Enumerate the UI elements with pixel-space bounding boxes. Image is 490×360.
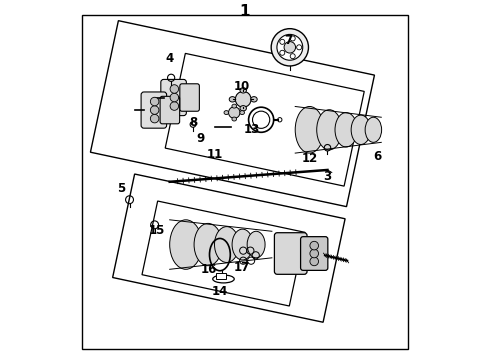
Text: 11: 11 [206,148,222,161]
FancyBboxPatch shape [274,233,307,274]
Text: 4: 4 [166,51,174,64]
Circle shape [170,85,179,93]
Circle shape [310,241,318,250]
Ellipse shape [232,104,237,108]
Text: 17: 17 [233,261,249,274]
Circle shape [252,111,270,129]
Ellipse shape [335,113,357,147]
FancyBboxPatch shape [161,80,186,116]
Text: 9: 9 [196,132,204,145]
Circle shape [150,114,159,123]
Ellipse shape [317,110,342,150]
Circle shape [280,39,285,44]
Ellipse shape [365,117,382,142]
Ellipse shape [232,117,237,121]
Text: 6: 6 [373,150,382,163]
Circle shape [310,257,318,266]
Text: 12: 12 [301,152,318,165]
Bar [216,273,226,279]
FancyBboxPatch shape [180,84,199,111]
Circle shape [271,29,309,66]
Ellipse shape [251,96,257,102]
Text: 1: 1 [240,4,250,19]
Ellipse shape [194,224,222,266]
Ellipse shape [229,96,236,102]
Circle shape [170,93,179,102]
Ellipse shape [295,107,324,153]
Text: 13: 13 [244,123,260,136]
Ellipse shape [240,111,245,114]
Text: 3: 3 [323,170,332,183]
FancyBboxPatch shape [141,92,167,128]
Text: 8: 8 [189,116,197,129]
Text: 14: 14 [212,285,228,298]
Ellipse shape [232,229,253,260]
Ellipse shape [351,115,370,144]
Circle shape [290,36,295,41]
FancyBboxPatch shape [300,237,328,270]
Circle shape [277,35,303,60]
Circle shape [280,50,285,55]
Circle shape [228,107,240,118]
Circle shape [150,97,159,106]
Ellipse shape [247,231,265,258]
Text: 15: 15 [149,224,165,237]
Circle shape [310,249,318,258]
Circle shape [284,41,295,53]
Circle shape [235,91,251,107]
Text: 16: 16 [201,263,218,276]
Text: 5: 5 [117,183,125,195]
Circle shape [290,54,295,59]
Circle shape [170,102,179,110]
Text: 10: 10 [233,80,249,93]
FancyBboxPatch shape [160,96,180,124]
Ellipse shape [170,220,202,269]
Ellipse shape [240,105,246,111]
Ellipse shape [240,87,246,93]
Circle shape [296,45,302,50]
Ellipse shape [224,111,229,114]
Circle shape [150,106,159,114]
Text: 7: 7 [284,33,292,47]
Ellipse shape [215,226,239,262]
